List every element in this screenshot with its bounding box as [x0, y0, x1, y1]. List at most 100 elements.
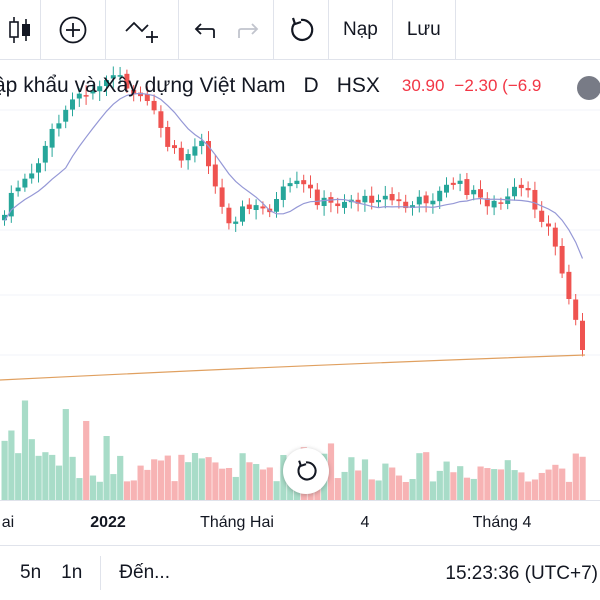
candle-body: [212, 164, 218, 187]
volume-bar: [219, 468, 226, 500]
volume-bar: [450, 472, 457, 500]
candle-body: [219, 187, 225, 207]
drawing-tool-icon[interactable]: [106, 0, 178, 60]
toolbar-divider: [40, 0, 41, 60]
interval-label: D: [303, 74, 319, 97]
candle-body: [355, 199, 361, 204]
symbol-legend[interactable]: ập khẩu và Xây dựng Việt Nam D HSX 30.90…: [0, 72, 541, 100]
volume-bar: [103, 436, 110, 500]
candle-body: [206, 141, 211, 167]
volume-bar: [83, 420, 90, 500]
toolbar-divider: [328, 0, 329, 60]
time-tick-label: Tháng 4: [472, 514, 532, 531]
candle-body: [63, 109, 69, 122]
candle-body: [138, 92, 143, 97]
volume-bar: [69, 456, 76, 500]
range-1m-button[interactable]: 1n: [61, 562, 83, 583]
volume-bar: [164, 455, 171, 500]
candle-body: [97, 86, 103, 92]
range-5d-button[interactable]: 5n: [20, 562, 42, 583]
candle-body: [172, 145, 177, 149]
volume-bar: [123, 481, 131, 500]
time-axis[interactable]: ai 2022 Tháng Hai 4 Tháng 4: [0, 500, 600, 545]
ellipsis-icon[interactable]: [577, 76, 600, 100]
candle-body: [199, 140, 205, 147]
toolbar-divider: [105, 0, 106, 60]
candle-body: [573, 299, 579, 320]
candles-icon[interactable]: [0, 0, 40, 60]
volume-bar: [144, 469, 151, 500]
candle-body: [253, 205, 259, 210]
bottom-toolbar: 5n 1n Đến... 15:23:36 (UTC+7): [0, 545, 600, 600]
candle-body: [396, 199, 402, 202]
candle-body: [42, 145, 48, 163]
load-layout-button[interactable]: Nạp: [343, 18, 378, 40]
volume-bar: [477, 466, 484, 500]
undo-icon[interactable]: [179, 0, 229, 60]
candle-body: [233, 221, 239, 224]
toolbar-divider: [454, 0, 456, 60]
volume-bar: [28, 439, 35, 500]
candle-body: [498, 202, 504, 204]
candle-body: [403, 201, 409, 209]
volume-bar: [511, 470, 518, 500]
volume-bar: [117, 455, 124, 500]
volume-bar: [239, 453, 246, 500]
redo-icon[interactable]: [229, 0, 269, 60]
candle-body: [471, 189, 477, 195]
price-change: −2.30 (−6.9: [454, 76, 542, 95]
toolbar-divider: [178, 0, 179, 60]
goto-date-button[interactable]: Đến...: [119, 562, 170, 583]
volume-bar: [402, 481, 409, 500]
candle-body: [274, 199, 279, 212]
candle-body: [552, 227, 558, 247]
volume-bar: [334, 478, 341, 500]
time-tick-label: ai: [1, 514, 15, 531]
last-price: 30.90: [401, 76, 445, 95]
candle-body: [104, 80, 109, 86]
volume-bar: [42, 452, 49, 500]
add-indicator-icon[interactable]: [41, 0, 105, 60]
candle-body: [478, 189, 483, 198]
candle-body: [49, 128, 55, 148]
candle-body: [178, 147, 184, 161]
candle-body: [525, 188, 531, 191]
volume-bar: [429, 481, 437, 500]
candle-body: [29, 173, 35, 179]
volume-bar: [55, 465, 63, 500]
bottom-divider: [100, 556, 102, 590]
volume-bar: [62, 409, 69, 500]
candle-body: [158, 111, 164, 128]
volume-bar: [198, 458, 205, 500]
volume-bar: [470, 478, 477, 500]
candle-body: [2, 214, 7, 221]
clock-display[interactable]: 15:23:36 (UTC+7): [445, 563, 598, 584]
reset-chart-button[interactable]: [283, 448, 329, 494]
volume-bar: [157, 460, 165, 500]
volume-bar: [327, 443, 335, 500]
candle-body: [457, 180, 463, 184]
candle-body: [36, 163, 41, 173]
chart-toolbar: Nạp Lưu: [0, 0, 600, 60]
volume-bar: [130, 480, 137, 500]
save-layout-button[interactable]: Lưu: [406, 18, 441, 40]
candle-body: [539, 210, 545, 222]
reset-icon[interactable]: [274, 0, 328, 60]
candle-body: [294, 180, 300, 185]
volume-bar: [1, 440, 8, 500]
candle-body: [124, 73, 130, 89]
volume-bar: [409, 479, 416, 500]
volume-bar: [504, 460, 511, 500]
volume-bar: [361, 459, 369, 500]
candle-body: [546, 223, 551, 227]
volume-bar: [225, 467, 233, 500]
volume-bar: [191, 452, 199, 500]
grid-lines: [0, 109, 600, 356]
candle-body: [301, 180, 307, 185]
price-chart[interactable]: [0, 60, 600, 500]
volume-bar: [89, 475, 97, 500]
volume-bar: [355, 470, 362, 500]
volume-bar: [579, 456, 586, 500]
candle-body: [416, 196, 422, 205]
volume-bar: [559, 468, 566, 500]
